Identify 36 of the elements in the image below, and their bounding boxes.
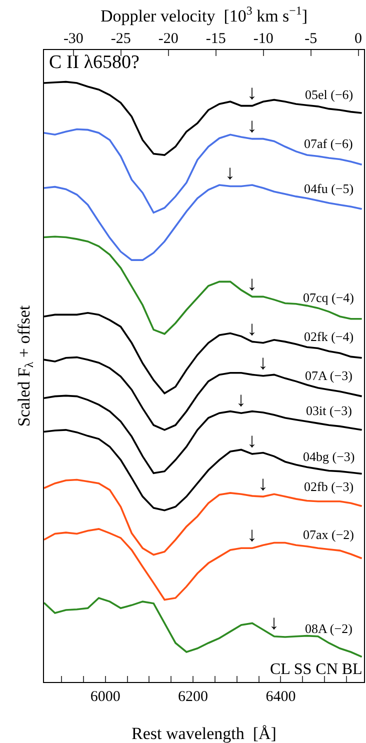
annotation: ↓ (236, 389, 246, 411)
series-label: 02fk (−4) (304, 329, 354, 344)
annotation: ↓ (247, 524, 257, 546)
x-tick-label: 6200 (178, 689, 208, 705)
annotation: ↓ (247, 430, 257, 452)
x-axis-title: Rest wavelength [Å] (132, 724, 276, 743)
annotation: ↓ (247, 82, 257, 104)
series-label: 07A (−3) (305, 368, 352, 383)
annotation: ↓ (258, 473, 268, 495)
x2-tick-label: -10 (253, 31, 274, 47)
series-label: 02fb (−3) (304, 479, 354, 494)
x2-tick-label: -30 (63, 31, 84, 47)
annotation: ↓ (247, 273, 257, 295)
series-label: 07af (−6) (304, 136, 353, 151)
x2-tick-label: 0 (354, 31, 362, 47)
series-label: 07cq (−4) (303, 290, 354, 305)
x2-tick-label: -25 (110, 31, 131, 47)
x2-axis-title: Doppler velocity [10$^{3}$ km s$^{−1}$] (100, 3, 308, 26)
annotation: ↓ (258, 352, 268, 374)
annotation: ↓ (247, 318, 257, 340)
x-tick-label: 6000 (90, 689, 120, 705)
series-label: 03it (−3) (306, 403, 352, 418)
x2-tick-label: -15 (206, 31, 226, 47)
series-label: 05el (−6) (305, 87, 354, 102)
series-label: 07ax (−2) (303, 527, 354, 542)
series-label: 08A (−2) (305, 621, 352, 636)
series-label: 04fu (−5) (304, 181, 354, 196)
x2-tick-label: -20 (158, 31, 178, 47)
chart-title: C II λ6580? (49, 52, 140, 73)
annotation: ↓ (247, 115, 257, 137)
series-label: 04bg (−3) (303, 449, 355, 464)
x-tick-label: 6400 (266, 689, 296, 705)
annotation: ↓ (225, 162, 235, 184)
annotation: ↓ (269, 612, 279, 634)
text: CL SS CN BL (270, 661, 362, 678)
x2-tick-label: -5 (304, 31, 318, 47)
